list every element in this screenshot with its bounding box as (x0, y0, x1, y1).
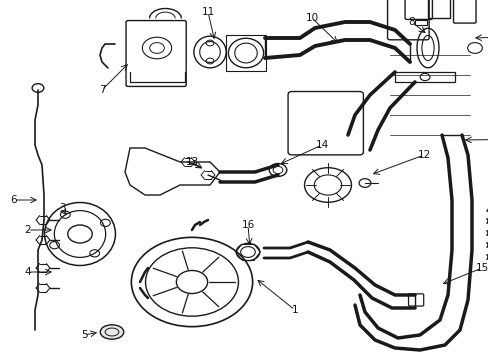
Text: 7: 7 (99, 85, 105, 95)
Bar (427, 0, 449, 18)
Text: 16: 16 (241, 220, 254, 230)
Text: 13: 13 (185, 157, 198, 167)
Text: 10: 10 (305, 13, 318, 23)
Text: 1: 1 (291, 305, 298, 315)
Ellipse shape (100, 325, 123, 339)
Text: 6: 6 (11, 195, 17, 205)
Text: 2: 2 (24, 225, 31, 235)
Text: 12: 12 (417, 150, 430, 160)
Text: 4: 4 (24, 267, 31, 277)
Text: 3: 3 (59, 203, 65, 213)
Bar (414, 19, 427, 25)
Text: 14: 14 (315, 140, 328, 150)
Text: 15: 15 (474, 263, 488, 273)
Text: 8: 8 (408, 17, 414, 27)
Text: 5: 5 (81, 330, 87, 340)
Text: 11: 11 (201, 7, 214, 17)
